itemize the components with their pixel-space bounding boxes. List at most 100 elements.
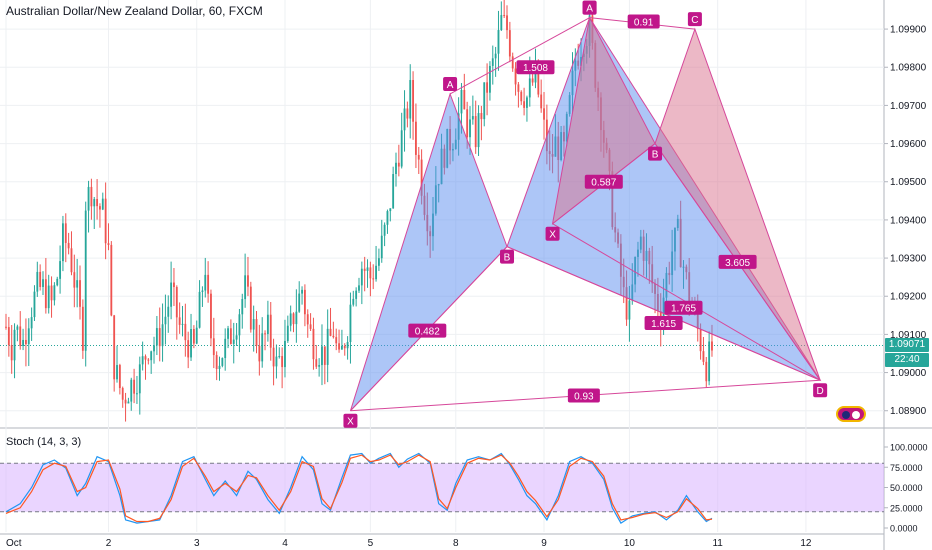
candle-body — [506, 15, 508, 31]
candle-body — [463, 89, 466, 110]
candle-body — [500, 15, 503, 31]
stoch-band — [0, 463, 884, 512]
pattern1-leg — [449, 17, 590, 95]
candle-body — [332, 335, 335, 338]
candle-body — [383, 224, 386, 236]
candle-body — [96, 199, 99, 207]
time-tick-label: 3 — [194, 538, 200, 549]
ratio-label-bg — [627, 14, 660, 29]
candle-body — [155, 328, 158, 346]
candle-body — [7, 327, 10, 346]
candle-body — [44, 279, 47, 309]
candle-body — [417, 154, 420, 160]
candle-body — [289, 313, 292, 326]
candle-body — [389, 208, 392, 212]
candle-body — [110, 244, 113, 316]
candle-body — [340, 345, 343, 350]
candle-body — [247, 275, 249, 287]
candle-body — [19, 326, 22, 347]
candle-body — [355, 290, 358, 299]
candle-body — [338, 343, 340, 350]
candle-body — [79, 280, 81, 307]
candle-body — [489, 65, 491, 93]
ratio-label: 1.615 — [651, 319, 676, 330]
candle-body — [363, 268, 366, 271]
price-tick-label: 1.09000 — [890, 368, 927, 379]
candle-body — [39, 271, 42, 287]
candle-body — [244, 275, 247, 300]
candle-body — [497, 30, 500, 54]
point-label-a-bg — [582, 0, 597, 15]
candle-body — [164, 316, 167, 325]
candle-body — [218, 365, 221, 370]
candle-body — [474, 116, 477, 148]
candle-body — [278, 356, 281, 358]
point-label-x: X — [347, 417, 354, 428]
stoch-tick-label: 0.0000 — [890, 524, 918, 534]
candle-body — [264, 333, 266, 335]
candle-body — [272, 347, 275, 367]
time-tick-label: 11 — [712, 538, 723, 549]
time-tick-label: 5 — [368, 538, 374, 549]
candle-body — [104, 198, 107, 244]
point-label-a-bg — [443, 76, 458, 91]
point-label-x-bg — [343, 413, 358, 428]
candle-body — [118, 365, 121, 389]
candle-body — [5, 326, 7, 328]
point-label-x-bg — [545, 226, 560, 241]
candle-body — [386, 211, 389, 225]
point-label-a: A — [586, 4, 593, 15]
candle-body — [187, 340, 190, 358]
candle-body — [377, 258, 380, 266]
candle-body — [466, 109, 469, 138]
ratio-label: 3.605 — [725, 258, 750, 269]
price-tick-label: 1.09900 — [890, 25, 927, 36]
candle-body — [531, 78, 534, 83]
candle-body — [227, 328, 229, 339]
candle-body — [27, 328, 30, 345]
countdown-tag: 22:40 — [885, 353, 929, 368]
stoch-tick-label: 25.0000 — [890, 503, 923, 513]
candle-body — [306, 314, 309, 325]
candle-body — [528, 78, 531, 98]
candle-body — [147, 359, 150, 361]
candle-body — [514, 68, 517, 85]
candle-body — [369, 267, 372, 279]
stoch-tick-label: 50.0000 — [890, 483, 923, 493]
point-label-c-bg — [687, 12, 702, 27]
candle-body — [372, 278, 375, 280]
pattern1-leg — [506, 246, 821, 381]
chart-title: Australian Dollar/New Zealand Dollar, 60… — [6, 4, 263, 18]
candle-body — [335, 337, 338, 344]
candle-body — [491, 58, 494, 66]
ratio-label: 0.482 — [415, 327, 440, 338]
candle-body — [210, 293, 212, 339]
publisher-logo-icon[interactable] — [836, 406, 866, 422]
candle-body — [190, 329, 192, 358]
candle-body — [312, 328, 315, 360]
price-tick-label: 1.09800 — [890, 63, 927, 74]
candle-body — [175, 287, 178, 318]
point-label-b: B — [652, 150, 659, 161]
candle-body — [198, 291, 201, 328]
candle-body — [266, 314, 269, 335]
ratio-label: 0.587 — [591, 178, 616, 189]
candle-body — [235, 335, 238, 340]
candle-body — [323, 346, 326, 365]
candle-body — [315, 359, 318, 367]
candle-body — [343, 345, 346, 349]
candle-body — [84, 210, 87, 351]
candle-body — [508, 30, 511, 57]
ratio-label-bg — [584, 174, 623, 189]
candle-body — [537, 60, 540, 95]
candle-body — [33, 291, 36, 318]
candle-body — [25, 339, 27, 345]
candle-body — [523, 101, 526, 108]
candle-body — [167, 306, 170, 317]
candle-body — [124, 399, 127, 404]
candle-body — [215, 355, 218, 370]
candle-body — [526, 97, 528, 108]
time-tick-label: Oct — [6, 538, 22, 549]
candle-body — [121, 388, 124, 400]
